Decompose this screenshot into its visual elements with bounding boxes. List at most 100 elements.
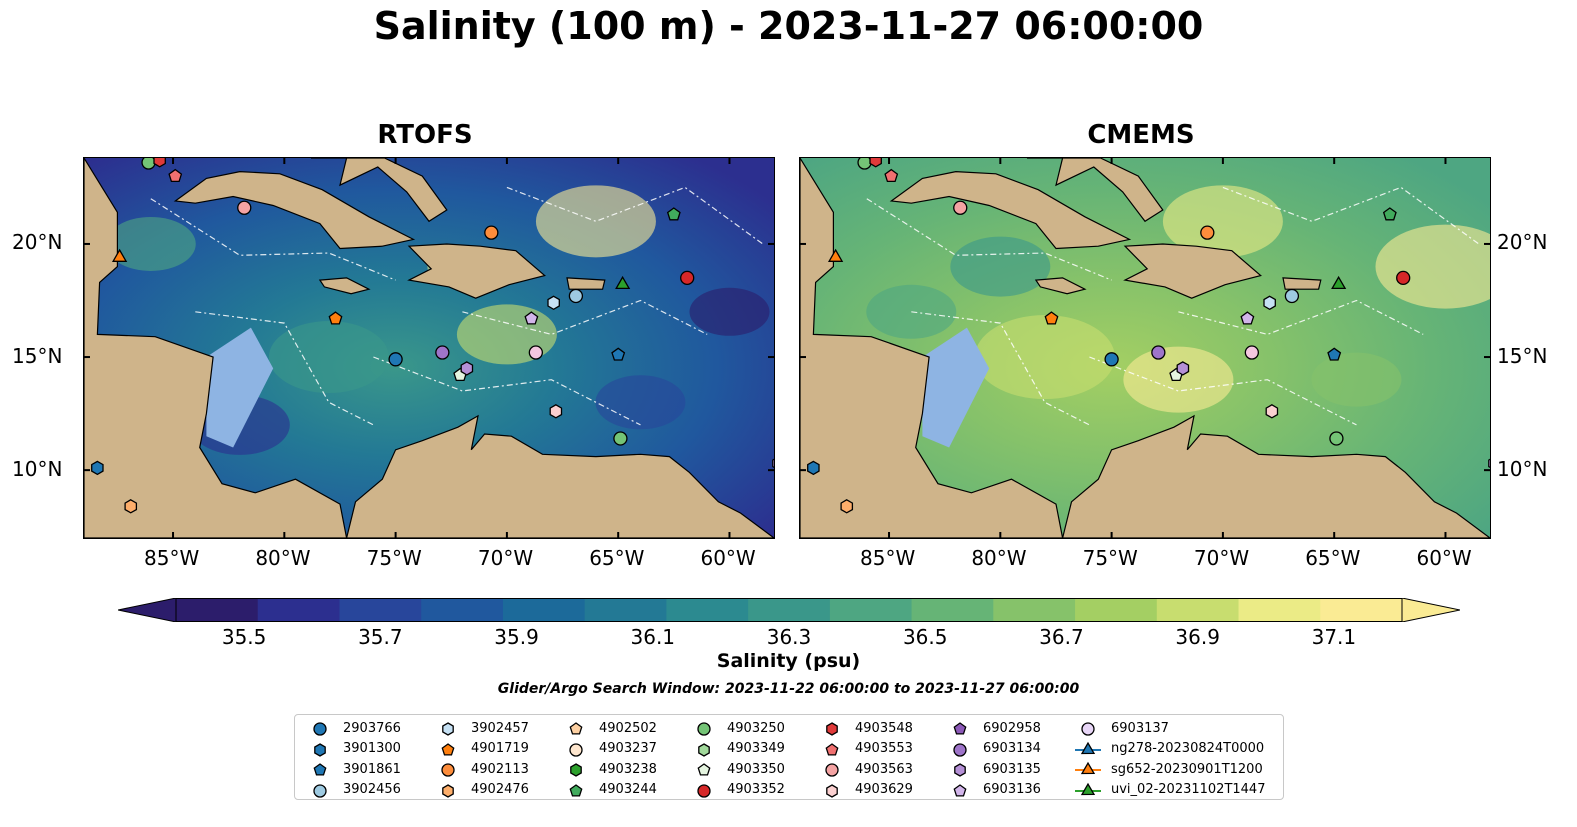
- float-marker: [153, 158, 166, 168]
- legend-marker-icon: [953, 722, 967, 735]
- float-marker: [141, 158, 156, 170]
- lat-tick-label: 15°N: [12, 344, 63, 368]
- float-marker: [680, 270, 695, 286]
- colorbar-tick-label: 36.7: [1039, 625, 1084, 649]
- float-marker: [884, 168, 899, 183]
- legend-item: 4902113: [433, 759, 529, 780]
- legend-marker-icon: [826, 783, 838, 798]
- lon-tick-label: 65°W: [589, 546, 645, 570]
- legend-label: 4903237: [599, 741, 657, 757]
- legend-label: 2903766: [343, 720, 401, 736]
- colorbar-tick-label: 36.3: [766, 625, 812, 649]
- figure-title: Salinity (100 m) - 2023-11-27 06:00:00: [373, 4, 1204, 48]
- lon-tick-label: 60°W: [700, 546, 756, 570]
- float-marker: [460, 361, 474, 376]
- colorbar-tick-label: 36.5: [902, 625, 948, 649]
- legend-marker-icon: [313, 784, 327, 798]
- lon-tick-label: 80°W: [255, 546, 311, 570]
- legend-marker-icon: [953, 743, 967, 757]
- float-marker: [615, 275, 631, 290]
- legend-marker-icon: [1075, 741, 1101, 754]
- float-marker: [1327, 347, 1342, 361]
- float-marker: [547, 295, 560, 311]
- legend-marker-icon: [825, 742, 839, 756]
- lon-tick-label: 85°W: [144, 546, 200, 570]
- legend-marker-icon: [570, 763, 582, 778]
- colorbar-tick-label: 35.7: [358, 625, 403, 649]
- legend-item: 4903553: [817, 739, 913, 760]
- legend-item: sg652-20230901T1200: [1073, 759, 1265, 780]
- map-rtofs: [83, 157, 775, 539]
- colorbar-tick-label: 35.9: [494, 625, 539, 649]
- float-marker: [1200, 225, 1215, 240]
- float-marker: [1284, 288, 1300, 304]
- legend-item: 4903350: [689, 759, 785, 780]
- float-marker: [953, 200, 968, 215]
- legend-item: 3901861: [305, 759, 401, 780]
- float-marker: [549, 404, 563, 419]
- float-marker: [613, 431, 628, 446]
- lon-tick-label: 85°W: [860, 546, 916, 570]
- float-marker: [388, 352, 403, 367]
- legend-label: 4903629: [855, 782, 913, 798]
- legend-marker-icon: [826, 722, 838, 737]
- float-marker: [568, 288, 584, 304]
- legend-item: 4903244: [561, 780, 657, 801]
- legend-marker-icon: [954, 763, 966, 778]
- legend-marker-icon: [441, 742, 455, 756]
- legend-item: 4903250: [689, 718, 785, 739]
- lon-tick-label: 60°W: [1416, 546, 1472, 570]
- search-window-text: Glider/Argo Search Window: 2023-11-22 06…: [497, 681, 1080, 697]
- legend-item: 2903766: [305, 718, 401, 739]
- legend: 2903766 3901300 3901861 3902456 3902457 49017…: [294, 714, 1284, 800]
- float-marker: [1396, 270, 1411, 286]
- lat-tick-label: 10°N: [1497, 457, 1548, 481]
- legend-item: 4903238: [561, 759, 657, 780]
- legend-label: 4903238: [599, 761, 657, 777]
- float-marker: [524, 311, 539, 325]
- lon-tick-label: 80°W: [971, 546, 1027, 570]
- lon-tick-label: 75°W: [1082, 546, 1138, 570]
- legend-marker-icon: [442, 783, 454, 798]
- colorbar: [117, 597, 1461, 623]
- legend-item: 4903548: [817, 718, 913, 739]
- float-marker: [666, 207, 681, 221]
- lon-tick-label: 70°W: [477, 546, 534, 570]
- lat-tick-label: 10°N: [12, 457, 63, 481]
- panel-title-rtofs: RTOFS: [377, 120, 473, 150]
- legend-label: 4901719: [471, 741, 529, 757]
- legend-item: 4902502: [561, 718, 657, 739]
- lat-tick-label: 20°N: [1497, 230, 1548, 254]
- colorbar-tick-label: 37.1: [1311, 625, 1357, 649]
- legend-label: 6903135: [983, 761, 1041, 777]
- legend-label: 4902476: [471, 782, 529, 798]
- legend-item: 3902457: [433, 718, 529, 739]
- lon-tick-label: 70°W: [1193, 546, 1250, 570]
- float-marker: [1044, 311, 1059, 325]
- legend-marker-icon: [1075, 762, 1101, 775]
- float-marker: [328, 311, 343, 325]
- float-marker: [1265, 404, 1279, 419]
- panel-title-cmems: CMEMS: [1087, 120, 1195, 150]
- legend-label: 4903244: [599, 782, 657, 798]
- float-marker: [840, 499, 854, 514]
- lat-tick-label: 15°N: [1497, 344, 1548, 368]
- float-marker: [91, 460, 104, 476]
- legend-marker-icon: [825, 763, 839, 777]
- legend-marker-icon: [313, 722, 327, 736]
- colorbar-tick-label: 36.1: [630, 625, 676, 649]
- float-marker: [1263, 295, 1276, 311]
- legend-marker-icon: [1075, 782, 1101, 795]
- legend-marker-icon: [697, 722, 711, 736]
- float-marker: [1176, 361, 1190, 376]
- legend-label: 3902457: [471, 720, 529, 736]
- float-marker: [1331, 275, 1347, 290]
- legend-item: uvi_02-20231102T1447: [1073, 780, 1265, 801]
- legend-marker-icon: [569, 743, 583, 757]
- float-marker: [827, 248, 844, 262]
- colorbar-label: Salinity (psu): [716, 650, 861, 672]
- legend-item: 4903563: [817, 759, 913, 780]
- float-marker: [1151, 345, 1166, 360]
- legend-label: 3901861: [343, 761, 401, 777]
- float-marker: [237, 200, 252, 215]
